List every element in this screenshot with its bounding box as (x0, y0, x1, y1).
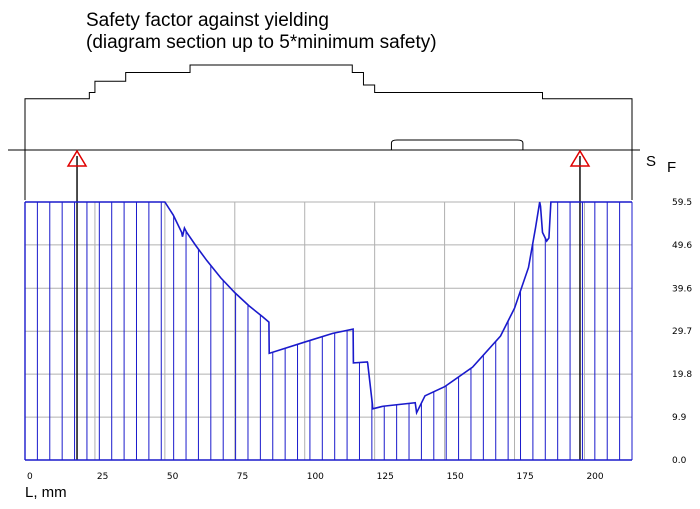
chart-subtitle: (diagram section up to 5*minimum safety) (86, 32, 437, 53)
y-tick-label: 9.9 (672, 413, 687, 423)
y-tick-label: 59.5 (672, 198, 692, 208)
keyway-slot (390, 139, 524, 150)
x-tick-label: 50 (167, 472, 179, 482)
x-tick-label: 200 (586, 472, 603, 482)
x-tick-label: 100 (307, 472, 324, 482)
x-tick-label: 0 (27, 472, 33, 482)
safety-factor-curve (25, 201, 632, 416)
y-tick-label: 19.8 (672, 370, 692, 380)
y-axis-label-f: F (667, 159, 676, 176)
x-tick-label: 175 (517, 472, 534, 482)
y-tick-label: 29.7 (672, 327, 692, 337)
x-tick-label: 25 (97, 472, 108, 482)
y-axis-label-s: S (646, 153, 656, 170)
x-axis-label: L, mm (25, 484, 67, 501)
shaft-profile (24, 64, 633, 150)
chart-title: Safety factor against yielding (86, 10, 329, 31)
bearing-icon-1 (66, 149, 88, 167)
bearings (66, 149, 591, 460)
grid (24, 201, 633, 461)
shaft-outline (8, 64, 640, 200)
bearing-icon-2 (569, 149, 591, 167)
y-tick-label: 39.6 (672, 284, 692, 294)
x-tick-labels: 0 25 50 75 100 125 150 175 200 (27, 472, 604, 482)
x-tick-label: 75 (237, 472, 248, 482)
y-tick-label: 0.0 (672, 456, 687, 466)
plot-area (24, 201, 633, 461)
y-tick-label: 49.6 (672, 241, 692, 251)
y-tick-labels: 0.0 9.9 19.8 29.7 39.6 49.6 59.5 (672, 198, 692, 466)
x-tick-label: 150 (447, 472, 464, 482)
x-tick-label: 125 (377, 472, 394, 482)
